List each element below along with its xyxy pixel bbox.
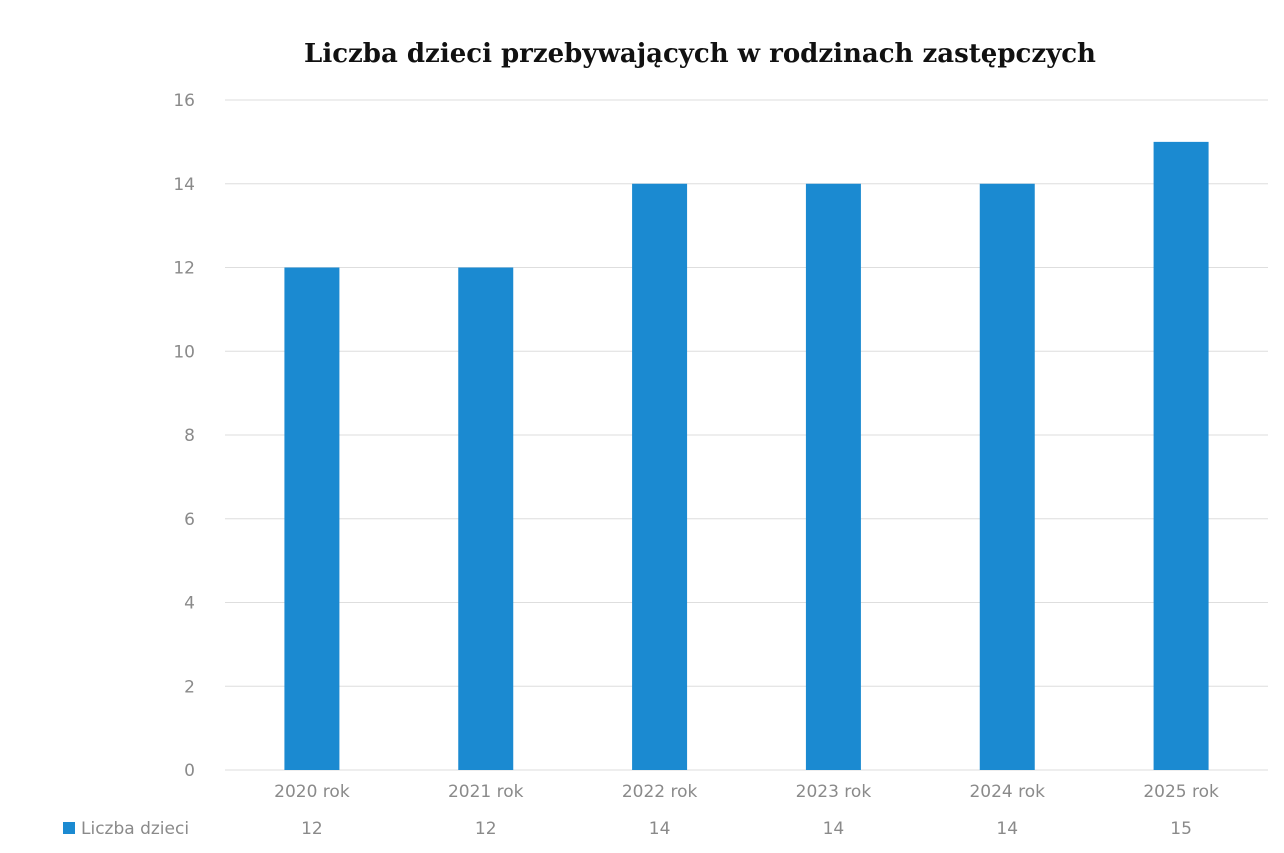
x-tick-label: 2023 rok — [796, 782, 872, 802]
bars — [284, 141, 1209, 770]
data-table-values: 12 12 14 14 14 15 — [301, 819, 1192, 839]
bar — [458, 267, 514, 770]
y-tick-label: 10 — [173, 342, 195, 362]
legend-data-table: Liczba dzieci — [63, 819, 189, 839]
y-tick-label: 0 — [184, 761, 195, 781]
chart-title: Liczba dzieci przebywających w rodzinach… — [304, 39, 1096, 69]
x-tick-label: 2020 rok — [274, 782, 350, 802]
gridlines — [225, 99, 1268, 771]
y-tick-label: 8 — [184, 426, 195, 446]
y-tick-label: 12 — [173, 259, 195, 279]
x-axis-categories: 2020 rok 2021 rok 2022 rok 2023 rok 2024 rok… — [274, 782, 1219, 802]
data-table-value: 15 — [1170, 819, 1192, 839]
legend-swatch — [63, 822, 75, 834]
bar — [284, 267, 340, 770]
legend-label: Liczba dzieci — [81, 819, 189, 839]
y-axis-ticks: 0 2 4 6 8 10 12 14 16 — [173, 91, 195, 781]
data-table-value: 14 — [823, 819, 845, 839]
y-tick-label: 16 — [173, 91, 195, 111]
data-table-value: 12 — [301, 819, 323, 839]
y-tick-label: 6 — [184, 510, 195, 530]
y-tick-label: 4 — [184, 594, 195, 614]
data-table-value: 12 — [475, 819, 497, 839]
bar — [1153, 141, 1209, 770]
bar — [979, 183, 1035, 770]
y-tick-label: 2 — [184, 677, 195, 697]
x-tick-label: 2025 rok — [1143, 782, 1219, 802]
y-tick-label: 14 — [173, 175, 195, 195]
x-tick-label: 2024 rok — [969, 782, 1045, 802]
data-table-value: 14 — [996, 819, 1018, 839]
data-table-value: 14 — [649, 819, 671, 839]
bar — [805, 183, 861, 770]
x-tick-label: 2021 rok — [448, 782, 524, 802]
bar — [632, 183, 688, 770]
x-tick-label: 2022 rok — [622, 782, 698, 802]
